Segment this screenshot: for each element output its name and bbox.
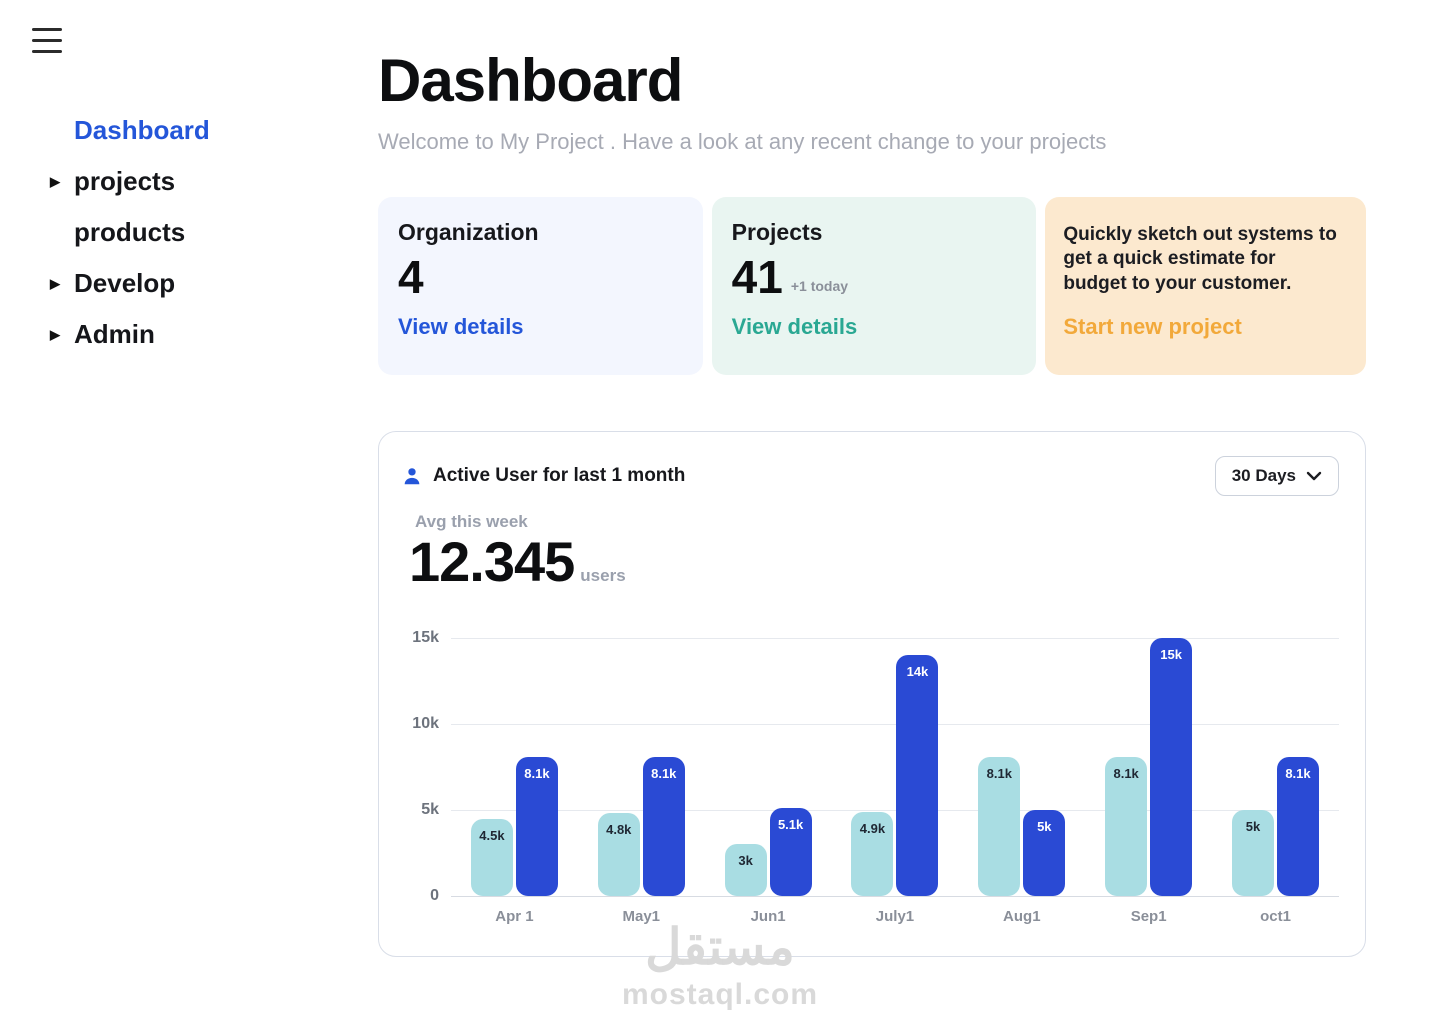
main-content: Dashboard Welcome to My Project . Have a… bbox=[378, 46, 1367, 957]
bar-dark[interactable]: 14k bbox=[896, 655, 939, 896]
organization-card: Organization 4 View details bbox=[378, 197, 703, 375]
x-axis-label: oct1 bbox=[1260, 908, 1291, 925]
y-axis: 15k 10k 5k 0 bbox=[401, 629, 451, 904]
promo-card: Quickly sketch out systems to get a quic… bbox=[1045, 197, 1367, 375]
bar-dark[interactable]: 15k bbox=[1150, 638, 1193, 896]
bar-value-label: 5k bbox=[1037, 819, 1052, 834]
plot-area: 4.5k 8.1k Apr 1 4.8k 8.1k May1 3k 5.1k Jun1 4.9k 1… bbox=[451, 638, 1339, 925]
bar-light[interactable]: 8.1k bbox=[978, 756, 1021, 896]
bar-dark[interactable]: 5.1k bbox=[769, 808, 812, 896]
x-axis-label: Apr 1 bbox=[495, 908, 534, 925]
gridline bbox=[451, 638, 1339, 639]
bar-dark[interactable]: 8.1k bbox=[642, 756, 685, 896]
sidebar-item-projects[interactable]: ▶ projects bbox=[28, 156, 300, 207]
bar-group: 4.9k 14k July1 bbox=[851, 638, 939, 925]
x-axis-label: Aug1 bbox=[1003, 908, 1041, 925]
bar-value-label: 15k bbox=[1160, 647, 1182, 662]
y-axis-label: 5k bbox=[421, 801, 439, 818]
y-axis-label: 15k bbox=[412, 629, 439, 646]
avg-label: Avg this week bbox=[415, 512, 528, 531]
bar-value-label: 4.8k bbox=[606, 822, 632, 838]
organization-count: 4 bbox=[398, 251, 424, 303]
y-axis-label: 10k bbox=[412, 715, 439, 732]
page-subtitle: Welcome to My Project . Have a look at a… bbox=[378, 129, 1107, 154]
watermark-url: mostaql.com bbox=[621, 978, 819, 1011]
sidebar-item-admin[interactable]: ▶ Admin bbox=[28, 309, 300, 360]
bar-light[interactable]: 4.5k bbox=[470, 818, 513, 896]
bar-group: 5k 8.1k oct1 bbox=[1231, 638, 1319, 925]
bar-value-label: 5.1k bbox=[777, 817, 804, 833]
projects-card: Projects 41 +1 today View details bbox=[711, 197, 1037, 375]
bar-value-label: 8.1k bbox=[1285, 765, 1311, 781]
sidebar-item-dashboard[interactable]: Dashboard bbox=[28, 105, 300, 156]
bar-value-label: 8.1k bbox=[524, 765, 550, 781]
bar-light[interactable]: 5k bbox=[1231, 810, 1274, 896]
bar-value-label: 4.5k bbox=[479, 827, 505, 843]
range-dropdown[interactable]: 30 Days bbox=[1214, 456, 1339, 496]
x-axis-label: Jun1 bbox=[750, 908, 786, 925]
active-users-card: Active User for last 1 month 30 Days Avg… bbox=[378, 431, 1366, 957]
bar-value-label: 8.1k bbox=[1113, 765, 1139, 781]
card-title: Organization bbox=[398, 219, 539, 245]
gridline bbox=[451, 724, 1339, 725]
projects-today-badge: +1 today bbox=[790, 278, 849, 294]
sidebar-item-label: Dashboard bbox=[74, 115, 210, 145]
bar-value-label: 3k bbox=[738, 853, 753, 869]
avg-value: 12.345 bbox=[409, 530, 575, 593]
promo-text: Quickly sketch out systems to get a quic… bbox=[1063, 224, 1337, 294]
bar-dark[interactable]: 5k bbox=[1023, 810, 1066, 896]
chevron-down-icon bbox=[1306, 471, 1322, 481]
organization-view-details-link[interactable]: View details bbox=[398, 314, 524, 339]
bar-light[interactable]: 3k bbox=[724, 844, 767, 896]
bar-value-label: 8.1k bbox=[986, 765, 1012, 781]
start-new-project-link[interactable]: Start new project bbox=[1063, 313, 1242, 339]
x-axis-label: Sep1 bbox=[1130, 908, 1167, 925]
x-axis-label: May1 bbox=[622, 908, 661, 925]
bar-chart: 15k 10k 5k 0 4.5k 8.1k Apr 1 4.8k 8.1k May1 3k 5.1… bbox=[401, 629, 1339, 925]
avg-row: 12.345 users bbox=[409, 534, 1339, 590]
bar-group: 3k 5.1k Jun1 bbox=[724, 638, 812, 925]
bar-light[interactable]: 4.9k bbox=[851, 811, 894, 896]
gridline bbox=[451, 896, 1339, 897]
avg-unit: users bbox=[580, 566, 626, 585]
bar-light[interactable]: 8.1k bbox=[1105, 756, 1148, 896]
sidebar-item-label: projects bbox=[74, 166, 176, 196]
range-dropdown-value: 30 Days bbox=[1231, 466, 1296, 485]
bar-group: 4.5k 8.1k Apr 1 bbox=[470, 638, 558, 925]
gridline bbox=[451, 810, 1339, 811]
sidebar-nav: Dashboard ▶ projects products ▶ Develop … bbox=[28, 105, 300, 360]
sidebar-item-products[interactable]: products bbox=[28, 207, 300, 258]
projects-count: 41 bbox=[731, 251, 783, 303]
caret-right-icon: ▶ bbox=[50, 326, 60, 342]
sidebar-item-label: Admin bbox=[74, 319, 155, 349]
card-title: Projects bbox=[731, 219, 823, 245]
bar-group: 4.8k 8.1k May1 bbox=[597, 638, 685, 925]
page-title: Dashboard bbox=[378, 47, 683, 114]
sidebar: Dashboard ▶ projects products ▶ Develop … bbox=[0, 0, 300, 1024]
bar-value-label: 8.1k bbox=[651, 765, 677, 781]
y-axis-label: 0 bbox=[430, 887, 439, 904]
chart-header: Active User for last 1 month 30 Days bbox=[401, 456, 1339, 496]
bar-value-label: 5k bbox=[1245, 819, 1261, 834]
user-icon bbox=[401, 465, 423, 487]
bar-dark[interactable]: 8.1k bbox=[515, 756, 558, 896]
chart-title: Active User for last 1 month bbox=[433, 465, 686, 486]
sidebar-item-label: Develop bbox=[74, 268, 176, 298]
caret-right-icon: ▶ bbox=[50, 173, 60, 189]
caret-right-icon: ▶ bbox=[50, 275, 60, 291]
bar-dark[interactable]: 8.1k bbox=[1276, 756, 1319, 896]
bar-group: 8.1k 15k Sep1 bbox=[1105, 638, 1193, 925]
bar-value-label: 4.9k bbox=[859, 820, 886, 836]
bar-value-label: 14k bbox=[906, 664, 929, 680]
x-axis-label: July1 bbox=[875, 908, 915, 925]
summary-cards: Organization 4 View details Projects 41 … bbox=[378, 197, 1367, 375]
sidebar-item-develop[interactable]: ▶ Develop bbox=[28, 258, 300, 309]
hamburger-menu-icon[interactable] bbox=[28, 24, 66, 57]
bar-group: 8.1k 5k Aug1 bbox=[978, 638, 1066, 925]
sidebar-item-label: products bbox=[74, 217, 186, 247]
projects-view-details-link[interactable]: View details bbox=[731, 314, 858, 339]
bar-light[interactable]: 4.8k bbox=[597, 813, 640, 896]
